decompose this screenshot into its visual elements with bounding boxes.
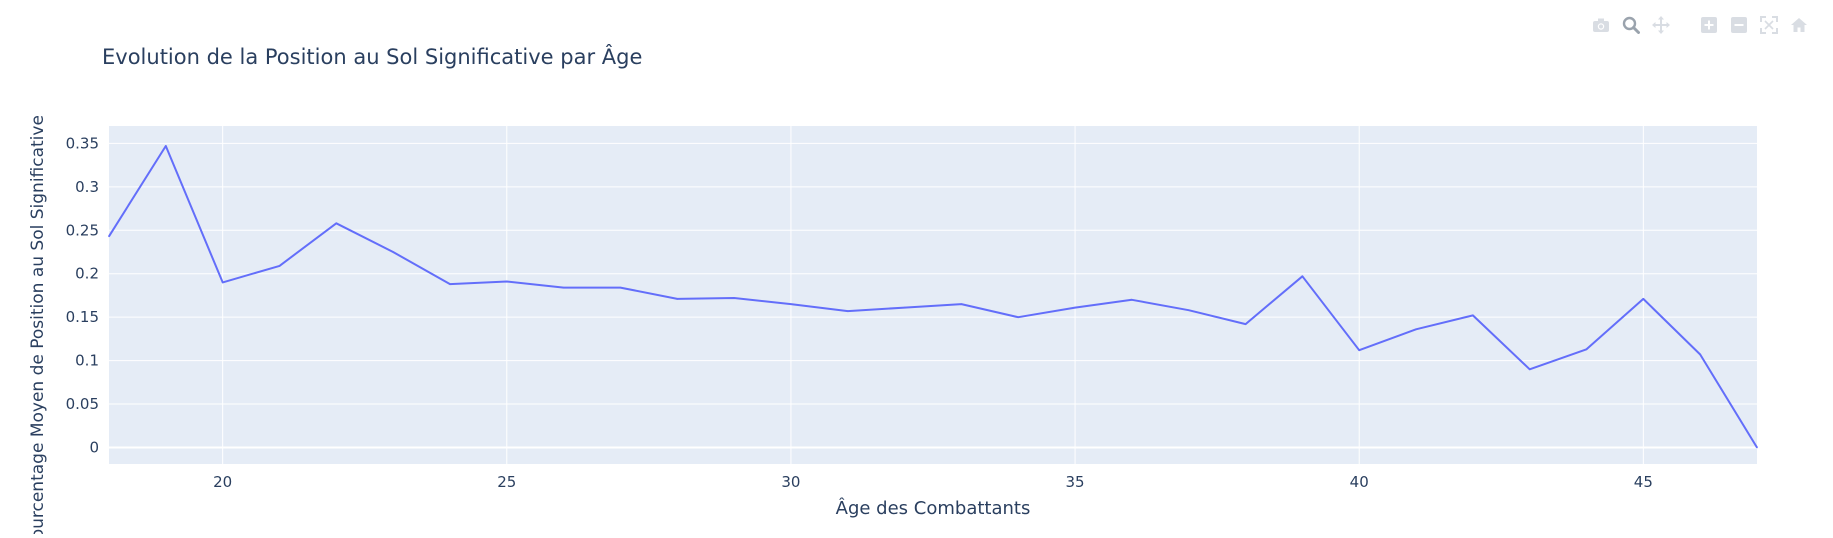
y-tick-label: 0.1 [75, 352, 99, 370]
data-point [1301, 275, 1304, 278]
modebar [1590, 14, 1810, 36]
data-point [165, 145, 167, 147]
data-point [1074, 306, 1076, 309]
data-point [790, 303, 792, 305]
data-point [733, 297, 735, 299]
data-point [960, 303, 963, 305]
y-tick-label: 0.25 [66, 221, 99, 239]
camera-icon[interactable] [1590, 14, 1612, 36]
autoscale-icon[interactable] [1758, 14, 1780, 36]
data-point [1244, 323, 1247, 325]
data-point [619, 286, 622, 289]
zoom-out-icon[interactable] [1728, 14, 1750, 36]
data-point [676, 298, 679, 300]
x-tick-label: 35 [1066, 473, 1085, 491]
x-tick-label: 40 [1350, 473, 1369, 491]
data-point [1017, 316, 1020, 318]
data-point [1131, 298, 1133, 301]
data-point [449, 283, 451, 285]
y-tick-label: 0.3 [75, 178, 99, 196]
series-line [108, 145, 1758, 449]
data-point [1472, 314, 1474, 317]
data-point [505, 280, 508, 283]
data-point [392, 251, 394, 253]
y-tick-label: 0.05 [66, 395, 99, 413]
data-point [903, 306, 906, 309]
data-point [1415, 328, 1417, 331]
data-point [221, 281, 224, 284]
x-tick-label: 45 [1634, 473, 1653, 491]
y-tick-label: 0 [89, 438, 99, 456]
zoom-in-icon[interactable] [1698, 14, 1720, 36]
chart-title: Evolution de la Position au Sol Signific… [102, 44, 642, 69]
y-axis-title: Pourcentage Moyen de Position au Sol Sig… [28, 115, 48, 534]
data-point [846, 310, 849, 312]
pan-icon[interactable] [1650, 14, 1672, 36]
data-point [1642, 298, 1645, 300]
data-point [278, 265, 281, 267]
data-point [1528, 368, 1531, 371]
data-point [1187, 309, 1190, 312]
y-tick-label: 0.2 [75, 265, 99, 283]
data-point [335, 222, 338, 225]
data-point [108, 235, 110, 238]
data-point [1585, 348, 1588, 351]
home-icon[interactable] [1788, 14, 1810, 36]
x-tick-label: 30 [781, 473, 800, 491]
data-point [1699, 353, 1701, 356]
data-point [1756, 446, 1758, 449]
zoom-icon[interactable] [1620, 14, 1642, 36]
x-axis-title: Âge des Combattants [836, 497, 1031, 519]
plot-area [109, 126, 1757, 464]
data-point [1358, 349, 1361, 351]
y-tick-label: 0.15 [66, 308, 99, 326]
y-tick-label: 0.35 [66, 134, 99, 152]
x-tick-label: 20 [213, 473, 232, 491]
data-point [562, 286, 565, 289]
x-tick-label: 25 [497, 473, 516, 491]
